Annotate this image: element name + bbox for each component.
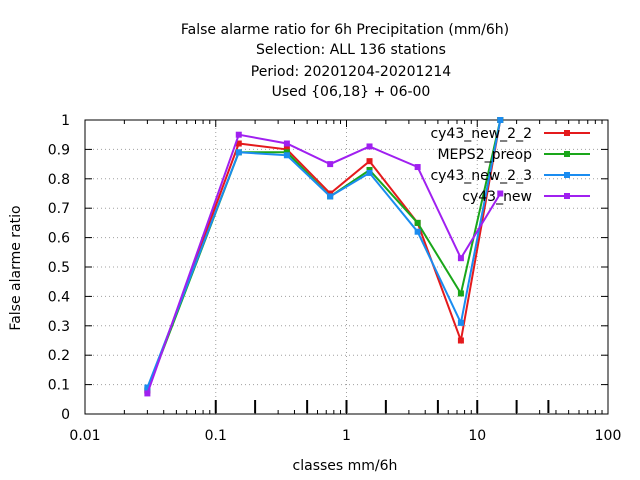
series-cy43_new_2_3 — [144, 117, 504, 391]
data-point-0-6 — [457, 337, 464, 344]
y-tick-label-2: 0.2 — [48, 348, 70, 364]
data-point-2-4 — [366, 169, 373, 176]
x-axis: 0.01 0.1 1 10 100 — [69, 120, 621, 444]
chart-title-line-1: False alarme ratio for 6h Precipitation … — [181, 22, 509, 38]
y-tick-label-8: 0.8 — [48, 172, 70, 188]
y-tick-label-10: 1 — [61, 113, 70, 129]
data-point-2-2 — [283, 152, 290, 159]
y-tick-label-4: 0.4 — [48, 289, 70, 305]
legend-label-2: cy43_new_2_3 — [430, 168, 532, 184]
x-tick-label-1: 0.1 — [205, 428, 227, 444]
y-tick-label-3: 0.3 — [48, 319, 70, 335]
data-point-2-3 — [327, 193, 334, 200]
data-point-0-4 — [366, 158, 373, 165]
chart-title-line-2: Selection: ALL 136 stations — [256, 42, 446, 58]
data-point-3-6 — [457, 255, 464, 262]
data-point-2-6 — [457, 319, 464, 326]
data-point-3-4 — [366, 143, 373, 150]
legend-label-1: MEPS2_preop — [437, 147, 532, 163]
data-point-3-5 — [414, 164, 421, 171]
y-tick-label-7: 0.7 — [48, 201, 70, 217]
grid — [85, 120, 608, 414]
y-tick-label-0: 0 — [61, 407, 70, 423]
legend-marker-0 — [564, 130, 570, 136]
series-cy43_new — [144, 131, 504, 397]
data-point-2-7 — [497, 117, 504, 123]
legend-marker-3 — [564, 193, 570, 199]
legend-label-0: cy43_new_2_2 — [430, 126, 532, 142]
legend-marker-1 — [564, 151, 570, 157]
x-tick-label-4: 100 — [595, 428, 622, 444]
data-point-2-1 — [235, 149, 242, 156]
data-point-3-0 — [144, 390, 151, 397]
data-point-3-1 — [235, 131, 242, 138]
legend-label-3: cy43_new — [462, 189, 532, 205]
data-point-3-2 — [283, 140, 290, 147]
series-line-0 — [146, 119, 502, 391]
data-point-2-5 — [414, 228, 421, 235]
series-line-3 — [146, 133, 502, 394]
x-tick-label-3: 10 — [468, 428, 486, 444]
legend-marker-2 — [564, 172, 570, 178]
legend: cy43_new_2_2 MEPS2_preop cy43_new_2_3 cy43_… — [430, 126, 590, 205]
data-point-3-3 — [327, 161, 334, 168]
data-point-3-7 — [497, 190, 504, 197]
x-tick-label-2: 1 — [342, 428, 351, 444]
chart-title-line-4: Used {06,18} + 06-00 — [272, 84, 431, 100]
class-markers — [214, 400, 550, 413]
series-line-2 — [146, 119, 502, 388]
data-point-2-0 — [144, 384, 151, 391]
chart-title: False alarme ratio for 6h Precipitation … — [181, 22, 509, 100]
y-tick-label-1: 0.1 — [48, 378, 70, 394]
y-axis-label: False alarme ratio — [8, 205, 24, 330]
chart-title-line-3: Period: 20201204-20201214 — [251, 64, 451, 80]
y-tick-label-9: 0.9 — [48, 142, 70, 158]
data-point-0-1 — [235, 140, 242, 147]
data-point-1-5 — [414, 219, 421, 226]
series-layer — [144, 117, 504, 397]
y-tick-label-5: 0.5 — [48, 260, 70, 276]
y-axis: 0 0.1 0.2 0.3 0.4 0.5 0.6 0.7 0.8 0.9 1 — [48, 113, 608, 423]
data-point-1-6 — [457, 290, 464, 297]
x-axis-label: classes mm/6h — [293, 458, 398, 474]
y-tick-label-6: 0.6 — [48, 231, 70, 247]
x-tick-label-0: 0.01 — [69, 428, 100, 444]
